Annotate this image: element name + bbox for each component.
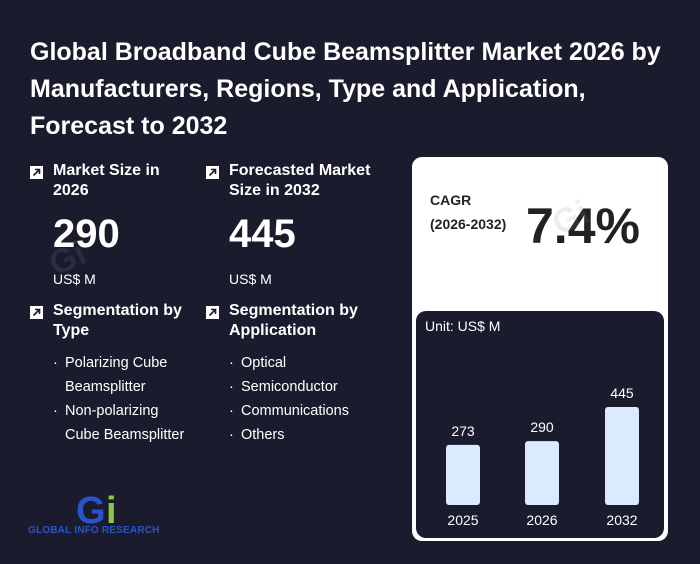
- market-size-label: Market Size in 2026: [53, 162, 160, 199]
- list-item: Semiconductor: [229, 375, 396, 399]
- watermark-icon: Gi: [43, 234, 92, 284]
- segmentation-type-label: Segmentation by Type: [53, 302, 182, 339]
- x-tick-label-2025: 2025: [447, 512, 478, 528]
- arrow-up-right-icon: [206, 306, 219, 319]
- arrow-up-right-icon: [30, 306, 43, 319]
- forecast-size-label: Forecasted Market Size in 2032: [229, 162, 371, 199]
- page-title: Global Broadband Cube Beamsplitter Marke…: [30, 38, 661, 140]
- market-size-value: 290: [53, 212, 120, 256]
- data-label-2026: 290: [530, 419, 554, 435]
- segmentation-application-list: Optical Semiconductor Communications Oth…: [229, 351, 396, 447]
- bar-chart: 273 2025 290 2026 445 2032: [446, 385, 639, 528]
- svg-text:G: G: [76, 490, 106, 532]
- svg-text:i: i: [106, 490, 117, 532]
- svg-text:Gi: Gi: [43, 234, 92, 284]
- list-item: Non-polarizing Cube Beamsplitter: [53, 399, 193, 447]
- svg-text:Gi: Gi: [546, 193, 595, 243]
- chart-unit-label: Unit: US$ M: [425, 318, 501, 334]
- data-label-2025: 273: [451, 423, 475, 439]
- arrow-up-right-icon: [206, 166, 219, 179]
- x-tick-label-2032: 2032: [606, 512, 637, 528]
- bar-2025: [446, 444, 480, 505]
- company-logo: G i: [76, 490, 117, 532]
- list-item: Optical: [229, 351, 396, 375]
- logo-text: GLOBAL INFO RESEARCH: [28, 525, 160, 536]
- forecast-size-unit: US$ M: [229, 271, 272, 287]
- segmentation-application-block: Segmentation by Application Optical Semi…: [206, 301, 396, 447]
- market-size-unit: US$ M: [53, 271, 96, 287]
- segmentation-type-block: Segmentation by Type Polarizing Cube Bea…: [30, 301, 205, 447]
- cagr-label: CAGR (2026-2032): [430, 192, 507, 232]
- list-item: Polarizing Cube Beamsplitter: [53, 351, 193, 399]
- x-tick-label-2026: 2026: [526, 512, 557, 528]
- bar-2032: [605, 407, 639, 505]
- arrow-up-right-icon: [30, 166, 43, 179]
- data-label-2032: 445: [610, 385, 634, 401]
- segmentation-type-list: Polarizing Cube Beamsplitter Non-polariz…: [53, 351, 193, 447]
- list-item: Communications: [229, 399, 396, 423]
- watermark-icon: Gi: [546, 193, 595, 243]
- cagr-value: 7.4%: [526, 198, 640, 254]
- bar-2026: [525, 441, 559, 505]
- forecast-size-block: Forecasted Market Size in 2032 445 US$ M: [206, 161, 396, 287]
- segmentation-application-label: Segmentation by Application: [229, 302, 358, 339]
- market-size-block: Market Size in 2026 290 US$ M: [30, 161, 200, 287]
- list-item: Others: [229, 423, 396, 447]
- forecast-size-value: 445: [229, 212, 296, 256]
